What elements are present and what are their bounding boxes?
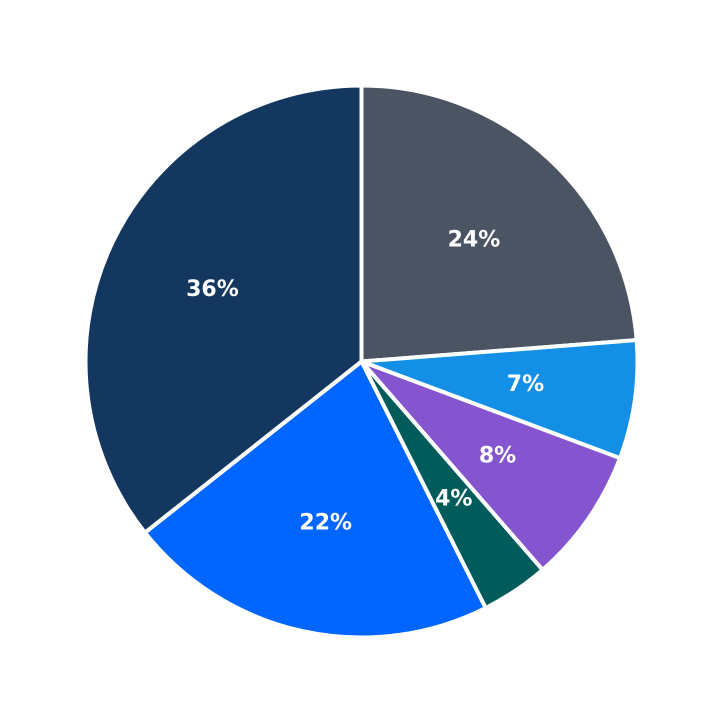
pie-slice-label-1: 7% <box>507 372 544 397</box>
pie-slice-label-3: 4% <box>435 487 472 512</box>
pie-slice-0 <box>359 83 639 364</box>
pie-slice-4 <box>142 358 489 640</box>
pie-slice-5 <box>83 83 364 536</box>
pie-labels: 24% 7% 8% 4% 22% 36% <box>186 227 544 535</box>
pie-slice-label-5: 36% <box>186 277 239 302</box>
pie-slice-1 <box>360 337 640 461</box>
pie-slice-label-2: 8% <box>479 443 516 468</box>
pie-slice-label-0: 24% <box>448 227 501 252</box>
pie-slice-2 <box>359 359 623 573</box>
pie-slices <box>83 83 640 640</box>
pie-slice-label-4: 22% <box>299 511 352 536</box>
